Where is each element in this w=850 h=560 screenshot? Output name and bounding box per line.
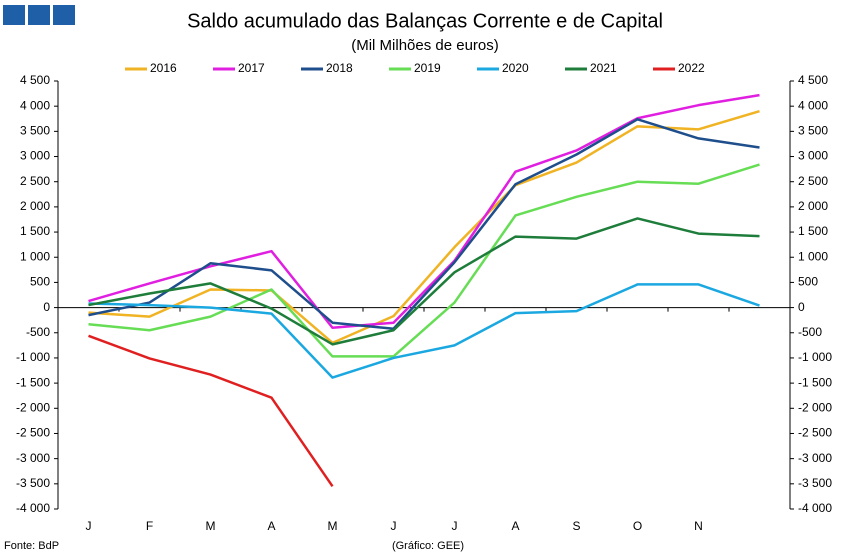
y-tick-label: 4 000 bbox=[20, 98, 50, 112]
y-tick-label: 0 bbox=[43, 300, 50, 314]
y-tick-label: -4 000 bbox=[16, 501, 50, 515]
x-tick-label: N bbox=[694, 519, 703, 533]
y2-tick-label: 2 500 bbox=[798, 174, 828, 188]
y2-tick-label: -3 500 bbox=[798, 476, 832, 490]
y-tick-label: -1 500 bbox=[16, 375, 50, 389]
y-tick-label: -500 bbox=[26, 325, 50, 339]
x-tick-label: J bbox=[391, 519, 397, 533]
credit: (Gráfico: GEE) bbox=[392, 540, 464, 552]
legend-label: 2016 bbox=[150, 61, 177, 75]
y-tick-label: -3 500 bbox=[16, 476, 50, 490]
y-tick-label: -2 000 bbox=[16, 400, 50, 414]
y2-tick-label: 500 bbox=[798, 275, 818, 289]
y-tick-label: 3 500 bbox=[20, 124, 50, 138]
x-tick-label: M bbox=[206, 519, 216, 533]
x-tick-label: S bbox=[572, 519, 580, 533]
logo-block bbox=[28, 5, 50, 25]
legend-label: 2017 bbox=[238, 61, 265, 75]
legend-label: 2019 bbox=[414, 61, 441, 75]
y-tick-label: 1 000 bbox=[20, 249, 50, 263]
y-tick-label: 1 500 bbox=[20, 224, 50, 238]
y-tick-label: 500 bbox=[30, 275, 50, 289]
legend-label: 2022 bbox=[678, 61, 705, 75]
y2-tick-label: -1 500 bbox=[798, 375, 832, 389]
series-line bbox=[88, 110, 760, 345]
x-tick-label: O bbox=[633, 519, 642, 533]
x-tick-label: A bbox=[511, 519, 519, 533]
y2-tick-label: -1 000 bbox=[798, 350, 832, 364]
source: Fonte: BdP bbox=[4, 540, 59, 552]
y-tick-label: -3 000 bbox=[16, 451, 50, 465]
x-tick-label: M bbox=[328, 519, 338, 533]
series-line bbox=[88, 334, 334, 488]
y2-tick-label: -2 000 bbox=[798, 400, 832, 414]
series-line bbox=[88, 283, 760, 379]
y-tick-label: 2 500 bbox=[20, 174, 50, 188]
y-tick-label: 4 500 bbox=[20, 73, 50, 87]
y2-tick-label: 3 000 bbox=[798, 149, 828, 163]
x-tick-label: F bbox=[146, 519, 153, 533]
chart-title: Saldo acumulado das Balanças Corrente e … bbox=[187, 10, 663, 32]
y2-tick-label: -4 000 bbox=[798, 501, 832, 515]
series-line bbox=[88, 217, 760, 346]
series-line bbox=[88, 93, 760, 329]
logo-block bbox=[53, 5, 75, 25]
legend-label: 2021 bbox=[590, 61, 617, 75]
y-tick-label: 3 000 bbox=[20, 149, 50, 163]
y2-tick-label: 3 500 bbox=[798, 124, 828, 138]
y2-tick-label: 1 500 bbox=[798, 224, 828, 238]
y2-tick-label: 2 000 bbox=[798, 199, 828, 213]
logo-block bbox=[3, 5, 25, 25]
series-line bbox=[88, 163, 760, 358]
x-tick-label: A bbox=[267, 519, 275, 533]
y-tick-label: -2 500 bbox=[16, 426, 50, 440]
series-line bbox=[88, 118, 760, 330]
y2-tick-label: -2 500 bbox=[798, 426, 832, 440]
y2-tick-label: 4 500 bbox=[798, 73, 828, 87]
x-tick-label: J bbox=[86, 519, 92, 533]
y2-tick-label: 1 000 bbox=[798, 249, 828, 263]
x-tick-label: J bbox=[452, 519, 458, 533]
y-tick-label: 2 000 bbox=[20, 199, 50, 213]
y2-tick-label: 4 000 bbox=[798, 98, 828, 112]
y-tick-label: -1 000 bbox=[16, 350, 50, 364]
y2-tick-label: -3 000 bbox=[798, 451, 832, 465]
legend-label: 2018 bbox=[326, 61, 353, 75]
y2-tick-label: -500 bbox=[798, 325, 822, 339]
chart-subtitle: (Mil Milhões de euros) bbox=[351, 37, 499, 54]
y2-tick-label: 0 bbox=[798, 300, 805, 314]
legend-label: 2020 bbox=[502, 61, 529, 75]
